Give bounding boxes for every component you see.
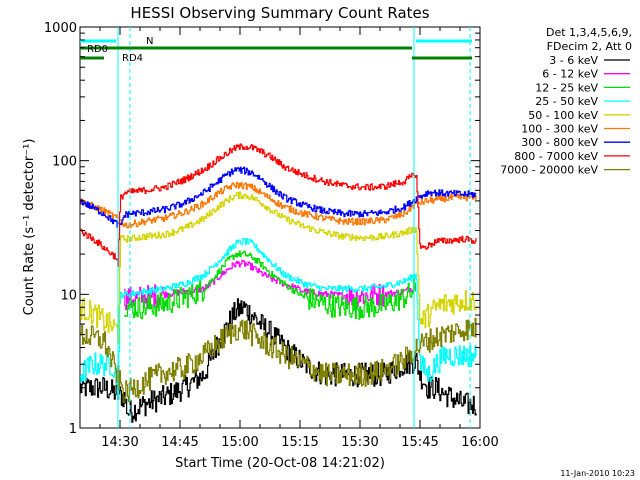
legend-header-line-2: FDecim 2, Att 0	[547, 40, 632, 53]
legend-entry-label-1: 6 - 12 keV	[542, 68, 598, 81]
y-axis: 1 10 100 1000	[44, 21, 480, 437]
legend: Det 1,3,4,5,6,9,FDecim 2, Att 03 - 6 keV…	[500, 26, 632, 177]
legend-header-line-1: Det 1,3,4,5,6,9,	[546, 26, 632, 39]
x-tick-label-5: 15:45	[401, 435, 438, 450]
legend-entry-label-5: 100 - 300 keV	[521, 123, 598, 136]
legend-entry-label-2: 12 - 25 keV	[535, 81, 598, 94]
y-tick-label-2: 100	[52, 155, 77, 170]
x-tick-label-3: 15:15	[281, 435, 318, 450]
series-line-3	[80, 238, 477, 399]
chart-title: HESSI Observing Summary Count Rates	[130, 4, 429, 22]
y-axis-label: Count Rate (s⁻¹ detector⁻¹)	[22, 139, 37, 316]
y-tick-label-3: 1000	[44, 21, 77, 36]
series-line-7	[80, 143, 477, 267]
state-label-rd4: RD4	[122, 53, 143, 64]
legend-entry-label-4: 50 - 100 keV	[528, 109, 598, 122]
series-line-6	[80, 166, 477, 228]
series-line-8	[80, 317, 477, 403]
x-tick-label-0: 14:30	[101, 435, 138, 450]
x-axis: 14:30 14:45 15:00 15:15 15:30 15:45 16:00	[99, 27, 499, 450]
x-tick-label-1: 14:45	[161, 435, 198, 450]
legend-entry-label-8: 7000 - 20000 keV	[500, 164, 598, 177]
x-tick-label-2: 15:00	[221, 435, 258, 450]
x-axis-label: Start Time (20-Oct-08 14:21:02)	[175, 456, 385, 471]
state-label-rd0: RD0	[87, 44, 108, 55]
legend-entry-label-0: 3 - 6 keV	[549, 54, 598, 67]
legend-entry-label-6: 300 - 800 keV	[521, 136, 598, 149]
series-line-0	[80, 298, 477, 423]
legend-entry-label-3: 25 - 50 keV	[535, 95, 598, 108]
state-label-n: N	[146, 36, 153, 47]
series-line-2	[124, 250, 416, 320]
footer-date: 11-Jan-2010 10:23	[560, 469, 635, 478]
y-tick-label-0: 1	[69, 422, 77, 437]
legend-entry-label-7: 800 - 7000 keV	[514, 150, 598, 163]
x-tick-label-4: 15:30	[341, 435, 378, 450]
series-line-5	[80, 181, 477, 229]
x-tick-label-6: 16:00	[461, 435, 498, 450]
series-line-4	[80, 191, 477, 345]
y-tick-label-1: 10	[60, 288, 77, 303]
